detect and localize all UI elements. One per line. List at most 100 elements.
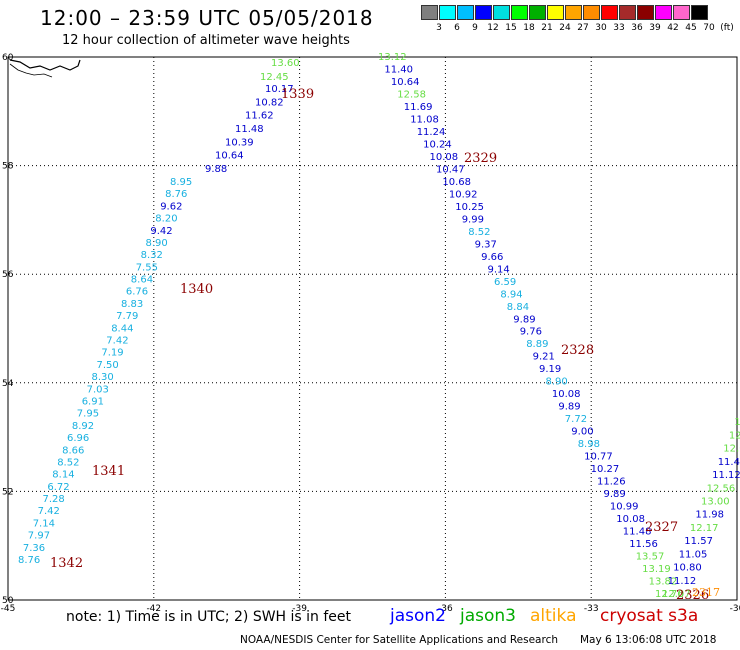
- legend-label: 9: [472, 23, 478, 33]
- swh-value: 7.50: [97, 360, 119, 371]
- legend-swatch: [511, 5, 528, 20]
- swh-value: 9.89: [604, 489, 626, 500]
- swh-value: 10.64: [391, 77, 420, 88]
- swh-value: 8.32: [141, 250, 163, 261]
- coastline: [9, 59, 81, 78]
- swh-value: 13.19: [642, 564, 671, 575]
- satellite-altika: altika: [530, 606, 577, 626]
- legend-label: (ft): [720, 23, 734, 33]
- legend-label: 36: [631, 23, 643, 33]
- swh-value: 12.45: [260, 72, 289, 83]
- x-tick-label: -33: [584, 604, 599, 614]
- legend-label: 18: [523, 23, 535, 33]
- legend-label: 45: [685, 23, 697, 33]
- swh-value: 11.12: [668, 576, 697, 587]
- swh-value: 8.20: [155, 214, 177, 225]
- swh-value: 6.59: [494, 277, 516, 288]
- y-tick-label: 56: [2, 270, 14, 280]
- swh-value: 10.25: [455, 202, 484, 213]
- legend-swatch: [565, 5, 582, 20]
- swh-value: 12.56: [707, 483, 736, 494]
- swh-value: 7.19: [101, 348, 123, 359]
- swh-value: 8.30: [92, 372, 114, 383]
- x-tick-label: -36: [438, 604, 453, 614]
- swh-value: 8.83: [121, 299, 143, 310]
- legend-swatch: [493, 5, 510, 20]
- swh-value: 8.52: [468, 227, 490, 238]
- legend-label: 12: [487, 23, 499, 33]
- swh-value: 11.26: [597, 477, 626, 488]
- track-label-1342: 1342: [50, 556, 83, 571]
- swh-value: 10.68: [442, 177, 471, 188]
- x-tick-label: -39: [292, 604, 307, 614]
- swh-value: 7.36: [23, 543, 45, 554]
- legend-label: 6: [454, 23, 460, 33]
- swh-value: 7.55: [136, 262, 158, 273]
- swh-value: 9.99: [462, 214, 484, 225]
- swh-value: 7.14: [33, 518, 55, 529]
- satellite-jason2: jason2: [390, 606, 446, 626]
- swh-value: 12.76: [655, 589, 684, 600]
- swh-value: 8.44: [111, 323, 133, 334]
- legend-swatch: [601, 5, 618, 20]
- swh-value: 10.80: [673, 563, 702, 574]
- swh-value: 13.57: [636, 552, 665, 563]
- swh-value: 9.19: [539, 364, 561, 375]
- legend-swatch: [547, 5, 564, 20]
- swh-value: 6.76: [126, 287, 148, 298]
- swh-value: 6.96: [67, 433, 89, 444]
- track-label-1341: 1341: [92, 464, 125, 479]
- legend-label: 42: [667, 23, 679, 33]
- swh-value: 11.08: [410, 114, 439, 125]
- swh-value: 11.98: [695, 510, 724, 521]
- swh-value: 13.82: [649, 577, 678, 588]
- swh-value: 8.90: [546, 377, 568, 388]
- swh-value: 10.47: [436, 164, 465, 175]
- swh-value: 8.52: [57, 458, 79, 469]
- swh-value: 11.12: [712, 470, 740, 481]
- swh-value: 9.42: [150, 226, 172, 237]
- swh-value: 12.7: [729, 430, 740, 441]
- swh-value: 10.17: [265, 84, 294, 95]
- swh-value: 12.0: [723, 444, 740, 455]
- track-label-2327: 2327: [645, 520, 678, 535]
- track-label-1340: 1340: [180, 282, 213, 297]
- swh-value: 8.98: [578, 439, 600, 450]
- y-tick-label: 58: [2, 162, 14, 172]
- swh-value: 10.92: [449, 189, 478, 200]
- swh-value: 8.89: [526, 339, 548, 350]
- swh-value: 10.27: [591, 464, 620, 475]
- legend-label: 39: [649, 23, 661, 33]
- swh-value: 8.76: [18, 555, 40, 566]
- legend-label: 21: [541, 23, 553, 33]
- y-tick-label: 50: [2, 596, 14, 606]
- legend-swatch: [637, 5, 654, 20]
- track-label-2326: 2326: [676, 588, 709, 603]
- legend-swatch: [529, 5, 546, 20]
- swh-value: 11.05: [679, 549, 708, 560]
- page-subtitle: 12 hour collection of altimeter wave hei…: [62, 33, 350, 48]
- swh-value: 10.77: [584, 452, 613, 463]
- swh-value: 13.60: [271, 58, 300, 69]
- swh-value: 9.76: [520, 327, 542, 338]
- swh-value: 11.48: [623, 527, 652, 538]
- legend-labels: 3 6 9 12 15 18 21 24 27 30 33 36 39 42 45 70 (ft): [421, 23, 734, 35]
- swh-value: 9.37: [475, 239, 497, 250]
- legend-swatches: [421, 5, 709, 20]
- swh-value: 9.66: [481, 252, 503, 263]
- legend-swatch: [673, 5, 690, 20]
- legend-label: 70: [703, 23, 715, 33]
- swh-value: 7.97: [28, 531, 50, 542]
- swh-value: 11.56: [629, 539, 658, 550]
- legend-label: 3: [436, 23, 442, 33]
- legend-swatch: [619, 5, 636, 20]
- swh-value: 7.42: [106, 336, 128, 347]
- legend-swatch: [457, 5, 474, 20]
- legend-label: 15: [505, 23, 517, 33]
- swh-value: 13.12: [378, 52, 407, 63]
- swh-value: 10.08: [616, 514, 645, 525]
- timestamp: May 6 13:06:08 UTC 2018: [580, 634, 717, 646]
- legend-swatch: [655, 5, 672, 20]
- swh-value: 10.64: [215, 151, 244, 162]
